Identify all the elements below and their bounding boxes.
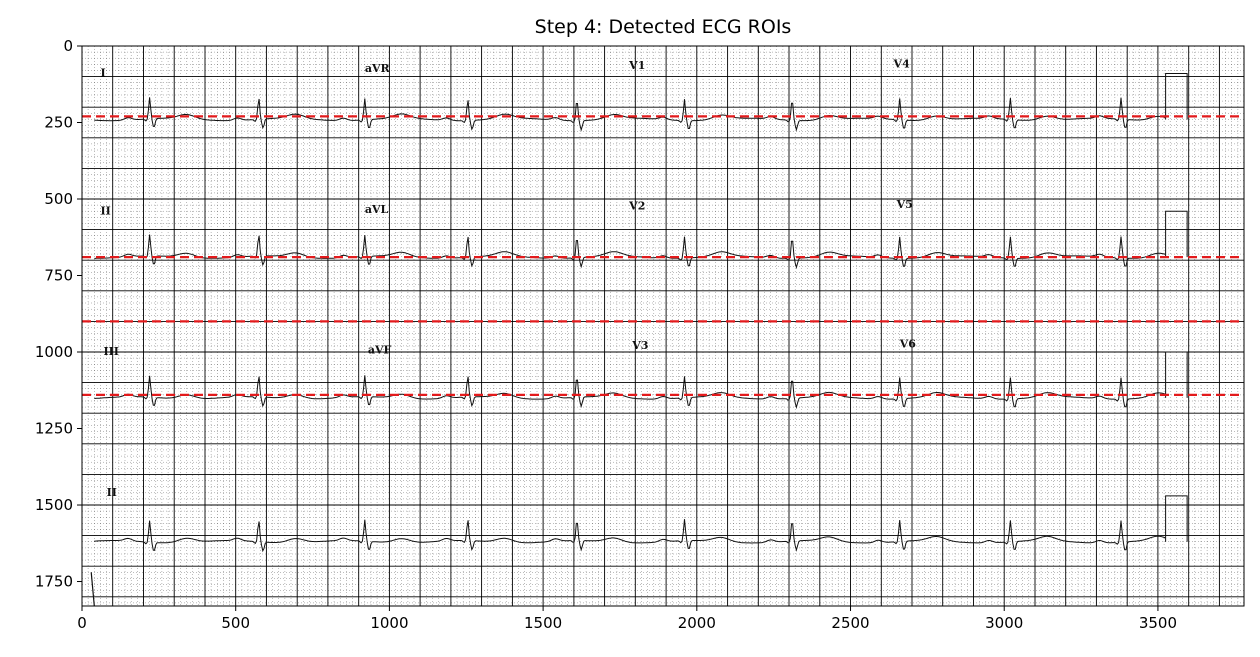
ecg-trace (94, 519, 1166, 553)
lead-label: aVR (365, 62, 391, 75)
calibration-pulse (1165, 351, 1188, 398)
corner-artifact (90, 572, 95, 606)
x-tick-label: 1500 (524, 614, 562, 632)
lead-label: V1 (628, 59, 645, 72)
lead-label: aVF (368, 344, 392, 357)
y-tick-label: 1750 (35, 573, 73, 591)
grid-fine-lines (82, 46, 1244, 606)
x-tick-label: 2500 (831, 614, 869, 632)
y-tick-label: 1000 (35, 343, 73, 361)
x-tick-label: 1000 (370, 614, 408, 632)
lead-label: V5 (896, 198, 913, 211)
y-tick-label: 250 (44, 114, 73, 132)
lead-label: V6 (899, 337, 917, 350)
y-tick-label: 500 (44, 190, 73, 208)
plot-frame (81, 45, 1245, 607)
calibration-pulse (1165, 495, 1188, 542)
calibration-pulse (1165, 73, 1188, 120)
lead-label: II (107, 486, 117, 499)
lead-label: I (100, 67, 105, 80)
lead-label: V4 (893, 57, 911, 70)
plot-area (82, 46, 1244, 606)
ecg-grid-major (82, 46, 1244, 606)
y-tick-label: 1250 (35, 420, 73, 438)
y-axis: 0 250 500 750 1000 1250 1500 1750 (35, 37, 82, 591)
grid-major-lines (82, 46, 1244, 606)
lead-label: III (104, 345, 119, 358)
ecg-grid-fine (82, 46, 1244, 606)
y-tick-label: 0 (63, 37, 73, 55)
x-axis: 0 500 1000 1500 2000 2500 3000 3500 (77, 606, 1177, 632)
lead-label: V3 (631, 339, 648, 352)
chart-title: Step 4: Detected ECG ROIs (535, 16, 792, 38)
ecg-trace (94, 234, 1166, 270)
x-tick-label: 3000 (985, 614, 1023, 632)
x-tick-label: 3500 (1139, 614, 1177, 632)
x-tick-label: 0 (77, 614, 87, 632)
calibration-pulse (1165, 210, 1188, 258)
roi-lines (82, 115, 1244, 396)
x-tick-label: 2000 (678, 614, 716, 632)
lead-label: II (100, 204, 110, 217)
y-tick-label: 1500 (35, 496, 73, 514)
lead-label: aVL (365, 203, 389, 216)
y-tick-label: 750 (44, 267, 73, 285)
ecg-trace (94, 375, 1166, 410)
lead-label: V2 (628, 200, 645, 213)
x-tick-label: 500 (221, 614, 250, 632)
